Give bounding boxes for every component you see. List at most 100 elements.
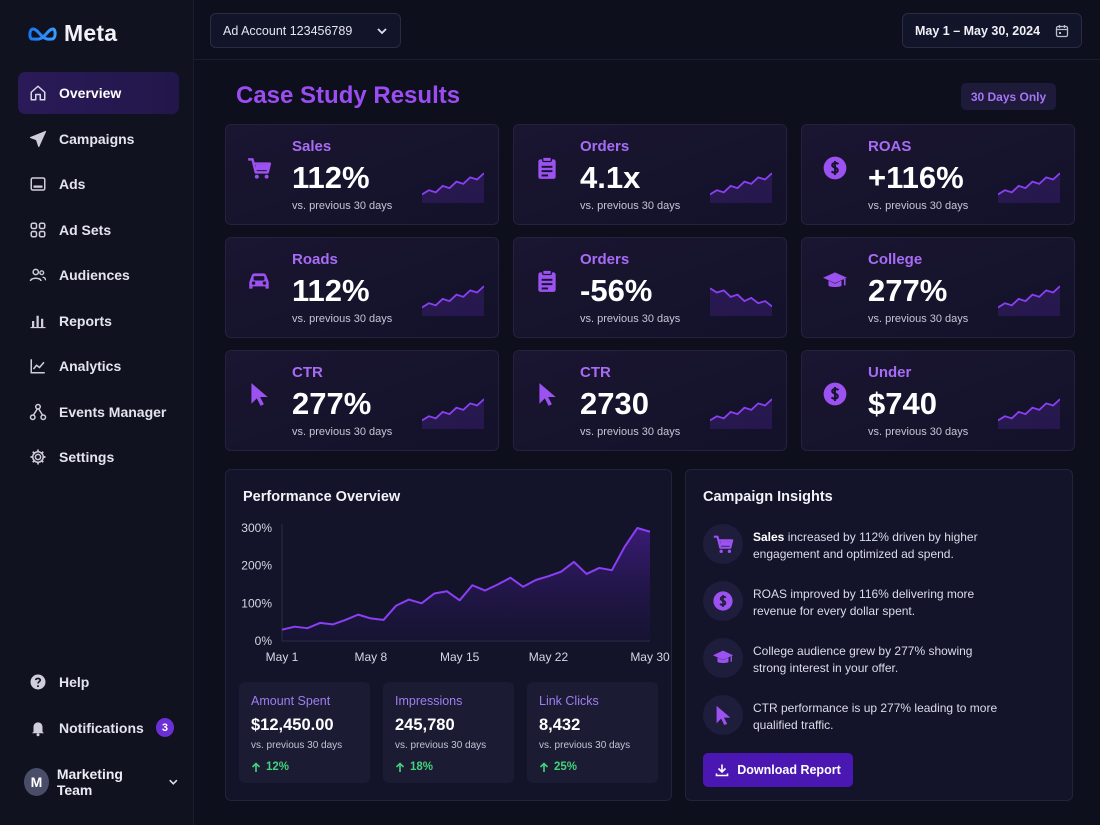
metric-comparison: vs. previous 30 days xyxy=(868,313,969,325)
insight-icon xyxy=(703,581,743,621)
metric-card-roas[interactable]: ROAS +116% vs. previous 30 days xyxy=(801,124,1075,225)
insight-text: ROAS improved by 116% delivering more re… xyxy=(753,586,998,620)
insight-item: Sales increased by 112% driven by higher… xyxy=(703,524,1003,570)
cart-icon-wrap xyxy=(246,155,272,181)
stat-change-value: 25% xyxy=(554,761,578,773)
insight-body: ROAS improved by 116% delivering more re… xyxy=(753,587,975,618)
metric-comparison: vs. previous 30 days xyxy=(580,426,681,438)
nav-item-reports[interactable]: Reports xyxy=(18,300,179,342)
nav-label: Analytics xyxy=(59,358,122,374)
sparkline-line xyxy=(422,285,484,309)
period-chip: 30 Days Only xyxy=(961,83,1056,110)
sparkline-area xyxy=(422,286,484,316)
nav-item-campaigns[interactable]: Campaigns xyxy=(18,118,179,160)
nav-item-settings[interactable]: Settings xyxy=(18,436,179,478)
nav-label: Notifications xyxy=(59,719,144,736)
paper-plane-icon xyxy=(29,130,47,147)
metric-value: 2730 xyxy=(580,386,649,421)
users-icon xyxy=(29,268,47,282)
nav-label: Audiences xyxy=(59,267,130,283)
metric-comparison: vs. previous 30 days xyxy=(292,313,393,325)
metric-card-ctr[interactable]: CTR 277% vs. previous 30 days xyxy=(225,350,499,451)
cursor-icon xyxy=(716,705,731,726)
secondary-nav: Help Notifications 3 xyxy=(18,661,179,752)
x-tick-label: May 1 xyxy=(266,650,299,664)
stat-label: Impressions xyxy=(395,694,463,708)
download-report-label: Download Report xyxy=(737,763,841,777)
sparkline-line xyxy=(422,172,484,196)
arrow-up-icon xyxy=(251,761,261,772)
ad-screen-icon xyxy=(30,177,46,191)
chevron-down-icon xyxy=(169,779,178,785)
sparkline-line xyxy=(998,285,1060,309)
metric-card-roads[interactable]: Roads 112% vs. previous 30 days xyxy=(225,237,499,338)
download-report-button[interactable]: Download Report xyxy=(703,753,853,787)
nav-item-events-manager[interactable]: Events Manager xyxy=(18,391,179,433)
metric-label: Orders xyxy=(580,138,630,155)
stat-value: 245,780 xyxy=(395,716,455,734)
car-icon xyxy=(249,273,269,289)
y-tick-label: 300% xyxy=(241,521,272,535)
date-range-picker[interactable]: May 1 – May 30, 2024 xyxy=(902,13,1082,48)
nav-item-ad-sets[interactable]: Ad Sets xyxy=(18,209,179,251)
meta-logo[interactable]: Meta xyxy=(28,20,117,47)
metric-card-orders[interactable]: Orders 4.1x vs. previous 30 days xyxy=(513,124,787,225)
ad-account-select[interactable]: Ad Account 123456789 xyxy=(210,13,401,48)
user-menu[interactable]: M Marketing Team xyxy=(24,766,179,798)
sparkline-area xyxy=(710,399,772,429)
metric-value: 4.1x xyxy=(580,160,641,195)
nodes-icon xyxy=(29,403,47,420)
sparkline xyxy=(998,285,1060,316)
x-tick-label: May 22 xyxy=(529,650,569,664)
nav-item-analytics[interactable]: Analytics xyxy=(18,345,179,387)
insight-text: College audience grew by 277% showing st… xyxy=(753,643,998,677)
ad-account-value: Ad Account 123456789 xyxy=(223,23,353,38)
insight-item: College audience grew by 277% showing st… xyxy=(703,638,1003,684)
sparkline xyxy=(422,172,484,203)
arrow-up-icon xyxy=(539,761,549,772)
insight-item: CTR performance is up 277% leading to mo… xyxy=(703,695,1003,741)
sparkline xyxy=(710,287,772,316)
nav-item-help[interactable]: Help xyxy=(18,661,179,703)
metric-card-under[interactable]: Under $740 vs. previous 30 days xyxy=(801,350,1075,451)
cart-icon xyxy=(713,535,734,553)
chevron-down-icon xyxy=(377,27,387,34)
y-tick-label: 100% xyxy=(241,596,272,610)
nav-item-ads[interactable]: Ads xyxy=(18,163,179,205)
metric-value: 277% xyxy=(868,273,948,308)
main-nav: Overview Campaigns Ads Ad Sets Audiences… xyxy=(18,72,179,482)
nav-item-notifications[interactable]: Notifications 3 xyxy=(18,707,179,749)
date-range-value: May 1 – May 30, 2024 xyxy=(915,23,1041,38)
header-divider xyxy=(194,59,1100,60)
x-tick-label: May 8 xyxy=(354,650,387,664)
series-line xyxy=(281,527,651,631)
nav-label: Settings xyxy=(59,449,115,465)
metric-comparison: vs. previous 30 days xyxy=(292,426,393,438)
dollar-icon xyxy=(823,382,847,406)
metric-card-college[interactable]: College 277% vs. previous 30 days xyxy=(801,237,1075,338)
clipboard-icon-wrap xyxy=(534,155,560,181)
cursor-icon xyxy=(251,383,268,406)
metric-label: Sales xyxy=(292,138,332,155)
metric-card-sales[interactable]: Sales 112% vs. previous 30 days xyxy=(225,124,499,225)
dollar-icon-wrap xyxy=(822,381,848,407)
metric-label: Roads xyxy=(292,251,338,268)
sparkline-area xyxy=(998,173,1060,203)
nav-label: Reports xyxy=(59,312,112,329)
sparkline-area xyxy=(710,288,772,316)
metric-value: 112% xyxy=(292,160,370,195)
download-icon xyxy=(715,764,729,777)
stat-value: $12,450.00 xyxy=(251,716,334,734)
stat-value: 8,432 xyxy=(539,716,581,734)
metric-label: CTR xyxy=(292,364,323,381)
nav-item-audiences[interactable]: Audiences xyxy=(18,254,179,296)
performance-overview-panel: Performance Overview 0% 100% 200% 300% May 1… xyxy=(225,469,672,801)
stat-card-impressions: Impressions 245,780 vs. previous 30 days… xyxy=(383,682,514,783)
home-icon xyxy=(30,85,46,101)
nav-item-overview[interactable]: Overview xyxy=(18,72,179,114)
grid-icon xyxy=(30,222,46,237)
stat-change: 18% xyxy=(395,761,433,773)
metric-card-orders[interactable]: Orders -56% vs. previous 30 days xyxy=(513,237,787,338)
metric-card-ctr[interactable]: CTR 2730 vs. previous 30 days xyxy=(513,350,787,451)
nav-label: Campaigns xyxy=(59,130,135,147)
